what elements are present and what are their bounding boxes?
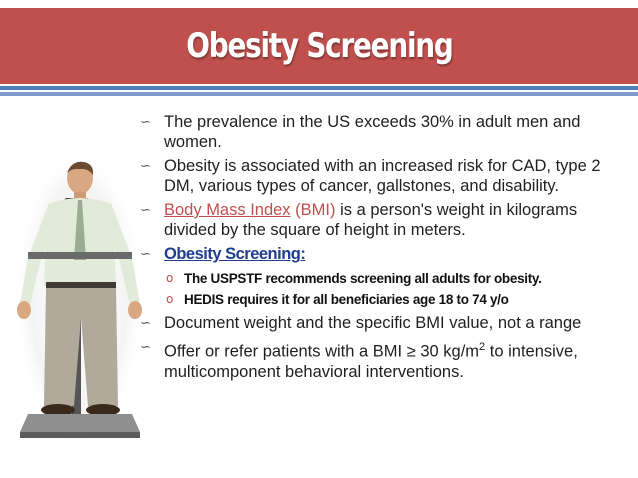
bullet-text: Offer or refer patients with a BMI ≥ 30 … xyxy=(164,342,480,361)
bullet-document-weight: ∽ Document weight and the specific BMI v… xyxy=(140,313,610,333)
title-bar: Obesity Screening xyxy=(0,8,638,84)
accent-stripe-dark xyxy=(0,86,638,90)
bullet-marker-icon: ∽ xyxy=(140,115,151,130)
bullet-text: The prevalence in the US exceeds 30% in … xyxy=(164,113,581,151)
slide-title: Obesity Screening xyxy=(185,26,454,66)
bullet-marker-icon: ∽ xyxy=(140,340,151,355)
sub-bullet-circle-icon: o xyxy=(166,271,174,285)
bullet-refer-patients: ∽ Offer or refer patients with a BMI ≥ 3… xyxy=(140,337,610,382)
bullet-prevalence: ∽ The prevalence in the US exceeds 30% i… xyxy=(140,112,610,152)
sub-bullet-circle-icon: o xyxy=(166,292,174,306)
man-on-scale-icon xyxy=(15,148,143,448)
superscript-two: 2 xyxy=(479,341,486,353)
bullet-list: ∽ The prevalence in the US exceeds 30% i… xyxy=(140,112,610,386)
bullet-marker-icon: ∽ xyxy=(140,247,151,262)
bullet-text: is a person's weight in kilograms divide… xyxy=(164,201,578,239)
bullet-marker-icon: ∽ xyxy=(140,203,151,218)
obesity-screening-heading: Obesity Screening xyxy=(164,245,301,263)
bullet-text: to intensive, multicomponent behavioral … xyxy=(164,342,578,381)
bullet-obesity-screening: ∽ Obesity Screening: o The USPSTF recomm… xyxy=(140,244,610,309)
bullet-text: Document weight and the specific BMI val… xyxy=(164,314,582,332)
bmi-abbr: (BMI) xyxy=(295,201,336,219)
sub-bullet-list: o The USPSTF recommends screening all ad… xyxy=(164,269,610,309)
bullet-marker-icon: ∽ xyxy=(140,316,151,331)
top-strip xyxy=(0,0,638,8)
sub-bullet-text: HEDIS requires it for all beneficiaries … xyxy=(184,292,509,307)
heading-colon: : xyxy=(300,245,306,263)
bullet-text: Obesity is associated with an increased … xyxy=(164,157,601,195)
man-on-scale-photo xyxy=(14,148,144,448)
bullet-risks: ∽ Obesity is associated with an increase… xyxy=(140,156,610,196)
accent-stripe-light xyxy=(0,92,638,96)
sub-bullet-hedis: o HEDIS requires it for all beneficiarie… xyxy=(164,290,610,309)
sub-bullet-uspstf: o The USPSTF recommends screening all ad… xyxy=(164,269,610,288)
bullet-bmi-definition: ∽ Body Mass Index (BMI) is a person's we… xyxy=(140,200,610,240)
sub-bullet-text: The USPSTF recommends screening all adul… xyxy=(184,271,542,286)
bullet-marker-icon: ∽ xyxy=(140,159,151,174)
bmi-term-link[interactable]: Body Mass Index xyxy=(164,201,291,219)
